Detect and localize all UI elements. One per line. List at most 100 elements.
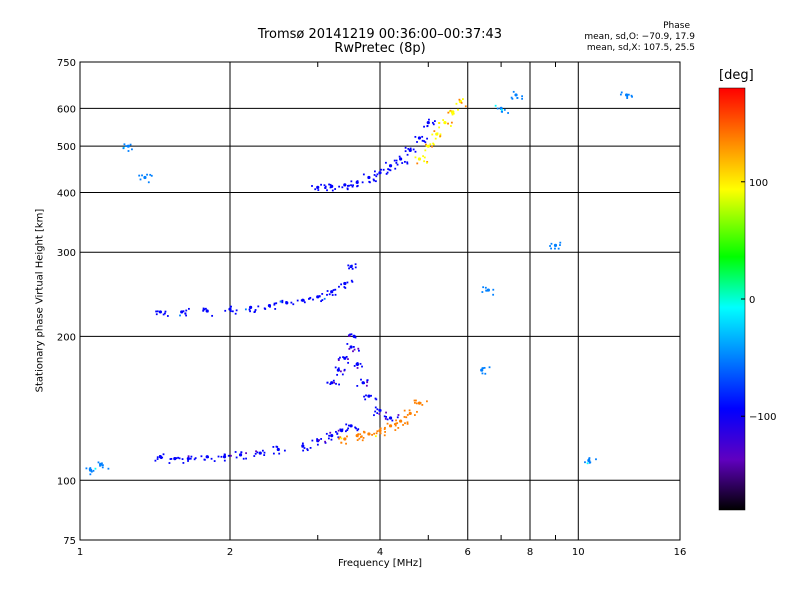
data-point-scatter xyxy=(202,309,205,312)
data-point-scatter xyxy=(404,422,406,425)
data-point-scatter xyxy=(245,457,247,460)
data-point-scatter xyxy=(442,119,445,121)
data-point-scatter xyxy=(464,105,467,108)
data-point-scatter xyxy=(484,286,487,289)
data-point-scatter xyxy=(302,299,305,302)
data-point-scatter xyxy=(409,147,412,150)
data-point-scatter xyxy=(296,299,299,302)
data-point-scatter xyxy=(437,121,440,124)
data-point-scatter xyxy=(627,93,630,96)
data-point-scatter xyxy=(365,384,368,387)
data-point-scatter xyxy=(503,108,506,111)
data-point-scatter xyxy=(341,373,344,376)
data-point-scatter xyxy=(203,458,206,461)
data-point-scatter xyxy=(206,310,209,313)
data-point-scatter xyxy=(423,125,425,128)
data-point-scatter xyxy=(426,161,428,164)
data-point-scatter xyxy=(235,309,238,312)
data-point-scatter xyxy=(127,150,130,152)
data-point-scatter xyxy=(432,123,435,126)
data-point-scatter xyxy=(424,141,427,144)
data-point-scatter xyxy=(373,179,375,182)
data-point-scatter xyxy=(102,464,104,467)
data-point-scatter xyxy=(125,145,127,147)
data-point-scatter xyxy=(494,104,497,107)
data-point-scatter xyxy=(550,242,553,245)
data-point-scatter xyxy=(492,288,495,291)
data-point-scatter xyxy=(150,174,153,177)
data-point-scatter xyxy=(170,457,173,460)
data-point-scatter xyxy=(385,173,388,175)
data-point-scatter xyxy=(354,266,357,269)
data-point-scatter xyxy=(438,126,441,129)
data-point-scatter xyxy=(374,410,377,413)
data-point-scatter xyxy=(397,414,400,416)
data-point-scatter xyxy=(348,347,351,350)
data-point-scatter xyxy=(457,108,459,111)
data-point-scatter xyxy=(331,189,334,192)
data-point-scatter xyxy=(357,433,360,436)
data-point-scatter xyxy=(433,120,436,123)
data-point-scatter xyxy=(278,452,281,455)
data-point-scatter xyxy=(447,122,449,125)
data-point xyxy=(258,451,262,455)
data-point-scatter xyxy=(356,367,359,369)
y-tick-label: 75 xyxy=(63,536,76,547)
data-point-scatter xyxy=(345,442,347,445)
data-point-scatter xyxy=(339,356,341,359)
data-point-scatter xyxy=(248,308,251,311)
y-tick-label: 400 xyxy=(57,188,76,199)
data-point-scatter xyxy=(415,402,418,405)
data-point-scatter xyxy=(185,314,188,317)
data-point-scatter xyxy=(203,308,206,311)
data-point-scatter xyxy=(356,362,359,364)
data-point-scatter xyxy=(249,310,251,313)
data-point-scatter xyxy=(273,302,276,305)
x-tick-label: 2 xyxy=(227,547,233,558)
data-point-scatter xyxy=(161,456,164,459)
data-point-scatter xyxy=(395,422,397,425)
data-point-scatter xyxy=(386,171,389,174)
data-point-scatter xyxy=(373,170,376,173)
grid-lines xyxy=(80,62,680,540)
data-point-scatter xyxy=(375,175,378,178)
data-point-scatter xyxy=(386,422,389,425)
data-point-scatter xyxy=(306,448,309,450)
data-point-scatter xyxy=(414,135,417,138)
data-point-scatter xyxy=(340,441,343,444)
data-point xyxy=(349,424,353,428)
data-point-scatter xyxy=(256,451,259,454)
data-point-scatter xyxy=(414,150,417,153)
data-point-scatter xyxy=(451,113,454,116)
data-point-scatter xyxy=(588,458,591,460)
data-point xyxy=(343,437,347,441)
data-point-scatter xyxy=(347,361,350,364)
data-point-scatter xyxy=(394,429,397,431)
data-point-scatter xyxy=(213,460,216,462)
data-point-scatter xyxy=(425,144,428,147)
data-point-scatter xyxy=(303,301,306,304)
data-point-scatter xyxy=(354,336,357,339)
data-point-scatter xyxy=(328,434,331,437)
phase-stats-o: mean, sd,O: −70.9, 17.9 xyxy=(584,32,695,42)
data-point-scatter xyxy=(356,180,359,183)
data-point-scatter xyxy=(488,366,491,369)
data-point-scatter xyxy=(423,160,426,163)
data-point xyxy=(158,310,163,314)
data-point-scatter xyxy=(345,430,347,433)
data-point-scatter xyxy=(349,333,351,336)
data-point-scatter xyxy=(301,445,304,448)
data-point-scatter xyxy=(324,440,326,443)
data-point-scatter xyxy=(339,370,342,373)
data-point-scatter xyxy=(432,143,435,146)
data-point-scatter xyxy=(361,181,364,184)
data-point-scatter xyxy=(436,132,439,135)
data-point-scatter xyxy=(359,362,362,365)
data-point-scatter xyxy=(416,141,418,143)
data-point-scatter xyxy=(344,287,347,289)
data-point-scatter xyxy=(383,434,386,437)
x-axis-label: Frequency [MHz] xyxy=(337,558,423,569)
data-point-scatter xyxy=(156,458,159,460)
data-point-scatter xyxy=(189,457,192,460)
data-point-scatter xyxy=(320,438,323,440)
